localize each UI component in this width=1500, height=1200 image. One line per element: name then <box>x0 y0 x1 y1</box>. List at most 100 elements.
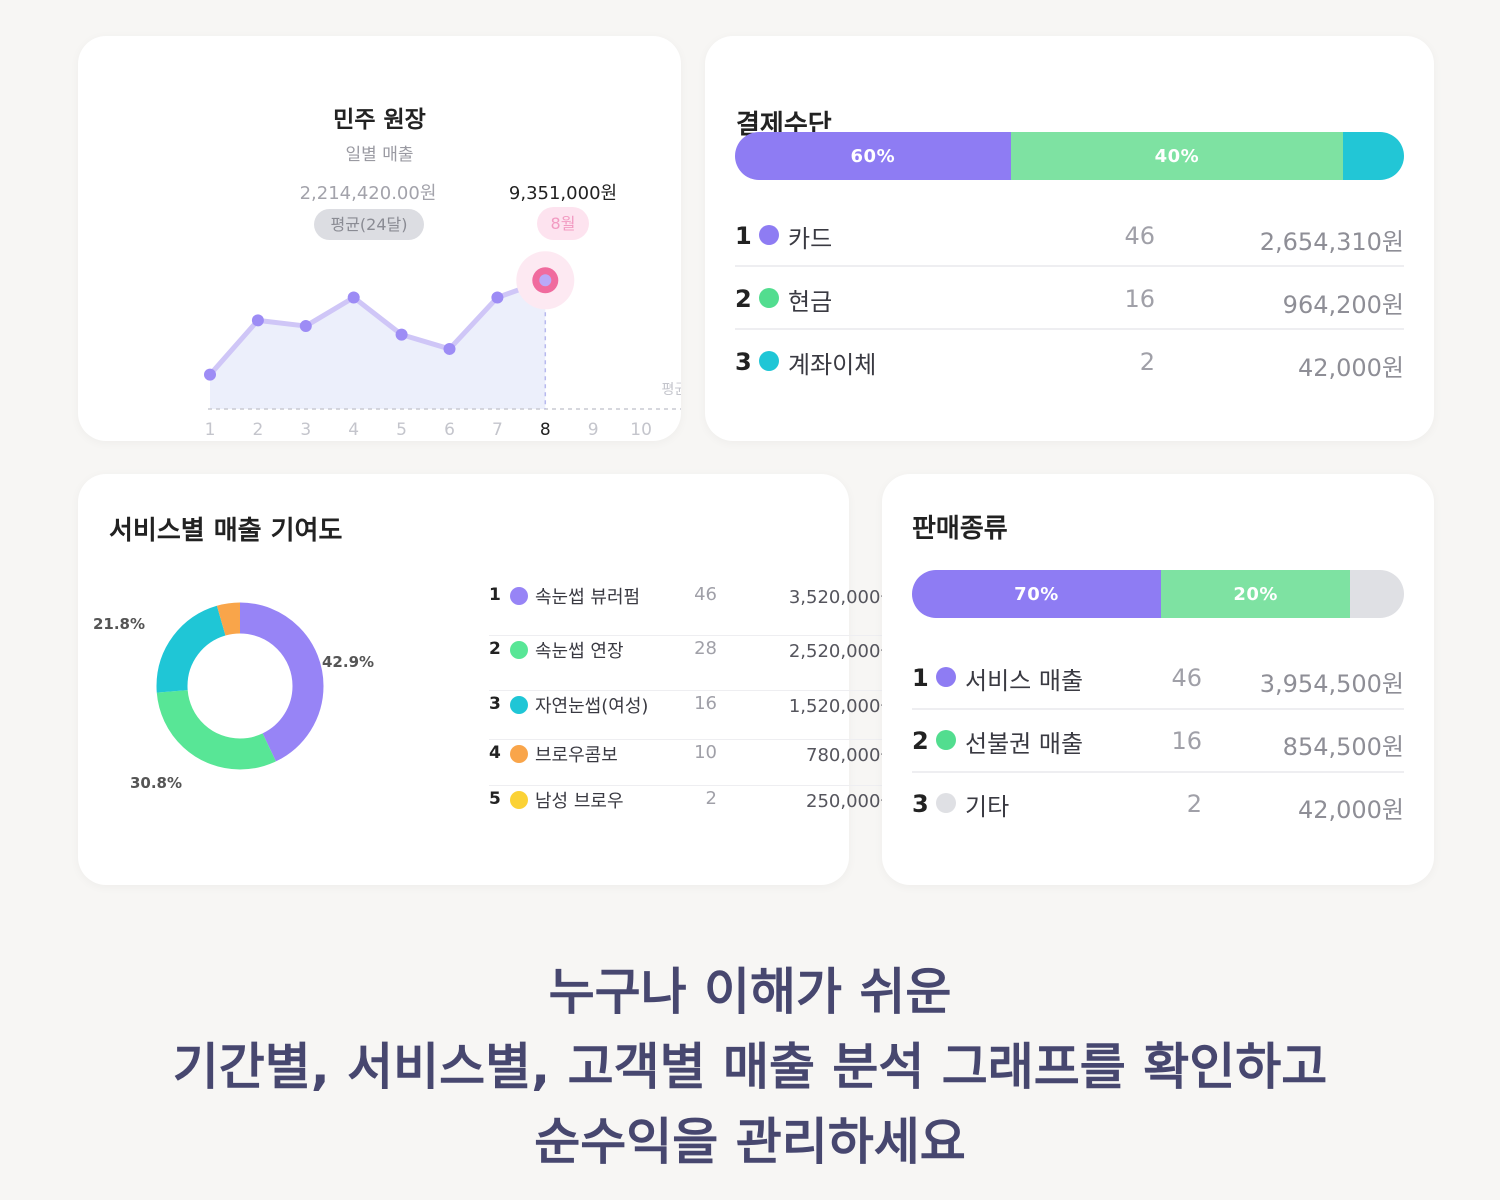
sales-type-card: 판매종류 70% 20% 1 서비스 매출 46 3,954,500원 2 선불권 매출 16… <box>882 474 1434 885</box>
service-row: 4 브로우콤보 10 780,000원 <box>489 740 897 786</box>
rank-label: 현금 <box>788 288 833 316</box>
service-title: 서비스별 매출 기여도 <box>109 516 343 546</box>
service-amount: 250,000원 <box>806 791 897 812</box>
service-amount: 2,520,000원 <box>788 641 897 662</box>
sales-share-bar: 70% 20% <box>912 570 1404 618</box>
x-tick-label: 9 <box>588 420 599 440</box>
data-point <box>204 368 216 381</box>
rank-label: 카드 <box>788 225 833 253</box>
current-value: 9,351,000원 <box>508 183 618 204</box>
rank-number: 3 <box>735 348 752 376</box>
service-rank: 5 <box>489 789 501 809</box>
rank-count: 2 <box>1186 790 1202 818</box>
legend-dot <box>936 793 956 813</box>
current-month-badge: 8월 <box>537 207 589 240</box>
legend-dot <box>510 696 528 714</box>
rank-number: 1 <box>735 222 752 250</box>
x-tick-label: 10 <box>630 420 652 440</box>
share-segment: 40% <box>1010 132 1344 180</box>
legend-dot <box>936 730 956 750</box>
x-tick-label: 6 <box>444 420 455 440</box>
legend-dot <box>759 351 779 371</box>
ranking-row: 3 계좌이체 2 42,000원 <box>735 330 1404 393</box>
rank-number: 2 <box>912 727 929 755</box>
data-point <box>251 314 264 327</box>
payment-share-bar: 60% 40% <box>735 132 1404 180</box>
ranking-row: 1 서비스 매출 46 3,954,500원 <box>912 647 1404 710</box>
share-segment: 70% <box>912 570 1161 618</box>
rank-count: 16 <box>1124 285 1155 313</box>
data-point <box>347 291 360 304</box>
service-rank: 4 <box>489 743 501 763</box>
average-value: 2,214,420.00원 <box>299 183 437 204</box>
ranking-row: 2 선불권 매출 16 854,500원 <box>912 710 1404 773</box>
service-count: 10 <box>694 742 717 763</box>
x-tick-label: 8 <box>540 420 551 440</box>
service-row: 3 자연눈썹(여성) 16 1,520,000원 <box>489 691 897 740</box>
share-segment: 20% <box>1160 570 1351 618</box>
ranking-row: 3 기타 2 42,000원 <box>912 773 1404 836</box>
caption-line-3: 순수익을 관리하세요 <box>534 1113 966 1171</box>
caption-line-2: 기간별, 서비스별, 고객별 매출 분석 그래프를 확인하고 <box>172 1038 1328 1096</box>
average-line-label: 평균매출 <box>661 382 681 398</box>
daily-sales-chart: 1 2 3 4 5 6 7 8 9 10 평균매출 <box>204 251 681 440</box>
x-tick-label: 4 <box>348 420 359 440</box>
service-count: 16 <box>694 693 717 714</box>
average-badge: 평균(24달) <box>314 209 424 240</box>
service-contribution-card: 서비스별 매출 기여도 42.9% 30.8% 21.8% 1 속눈썹 뷰러펌 46 3,… <box>78 474 897 885</box>
rank-label: 서비스 매출 <box>965 667 1084 695</box>
area-fill <box>210 280 546 409</box>
x-tick-label: 2 <box>252 420 263 440</box>
service-row: 1 속눈썹 뷰러펌 46 3,520,000원 <box>489 582 897 636</box>
ranking-row: 2 현금 16 964,200원 <box>735 267 1404 330</box>
rank-amount: 854,500원 <box>1282 733 1404 761</box>
rank-count: 16 <box>1171 727 1202 755</box>
data-point <box>299 320 312 333</box>
legend-dot <box>510 745 528 763</box>
service-label: 속눈썹 연장 <box>535 641 624 662</box>
data-point <box>395 328 408 341</box>
service-amount: 1,520,000원 <box>788 696 897 717</box>
service-amount: 3,520,000원 <box>788 587 897 608</box>
share-segment <box>1343 132 1404 180</box>
x-tick-label: 7 <box>492 420 503 440</box>
legend-dot <box>936 667 956 687</box>
x-tick-label: 1 <box>205 420 216 440</box>
legend-dot <box>759 225 779 245</box>
rank-number: 2 <box>735 285 752 313</box>
trend-subtitle: 일별 매출 <box>345 145 414 165</box>
legend-dot <box>510 587 528 605</box>
donut-slice <box>156 602 324 770</box>
rank-count: 2 <box>1139 348 1155 376</box>
rank-amount: 2,654,310원 <box>1259 228 1404 256</box>
donut-slice <box>156 602 324 770</box>
payment-method-card: 결제수단 60% 40% 1 카드 46 2,654,310원 2 현금 16 964,200원… <box>705 36 1434 441</box>
donut-percent-label: 21.8% <box>93 615 145 633</box>
ranking-row: 1 카드 46 2,654,310원 <box>735 204 1404 267</box>
service-label: 자연눈썹(여성) <box>535 696 649 717</box>
rank-label: 기타 <box>965 793 1010 821</box>
caption-line-1: 누구나 이해가 쉬운 <box>548 963 952 1021</box>
highlight-point-core <box>539 274 552 287</box>
x-tick-label: 5 <box>396 420 407 440</box>
share-segment <box>1350 570 1404 618</box>
legend-dot <box>510 791 528 809</box>
rank-label: 선불권 매출 <box>965 730 1084 758</box>
rank-label: 계좌이체 <box>788 351 877 379</box>
service-count: 46 <box>694 584 717 605</box>
service-label: 속눈썹 뷰러펌 <box>535 587 641 608</box>
service-donut-chart: 42.9% 30.8% 21.8% <box>93 602 374 792</box>
donut-percent-label: 42.9% <box>322 653 374 671</box>
sales-title: 판매종류 <box>912 514 1008 544</box>
service-amount: 780,000원 <box>806 745 897 766</box>
donut-slice <box>156 602 324 770</box>
service-row: 2 속눈썹 연장 28 2,520,000원 <box>489 636 897 691</box>
rank-number: 1 <box>912 664 929 692</box>
service-rank: 1 <box>489 585 501 605</box>
service-rank: 3 <box>489 694 501 714</box>
rank-amount: 42,000원 <box>1297 354 1404 382</box>
daily-sales-card: 1 2 3 4 5 6 7 8 9 10 평균매출 민주 원장 일별 매출 2,214,420.00… <box>78 36 681 441</box>
trend-title: 민주 원장 <box>333 107 426 133</box>
series-line <box>207 277 548 378</box>
service-count: 28 <box>694 638 717 659</box>
